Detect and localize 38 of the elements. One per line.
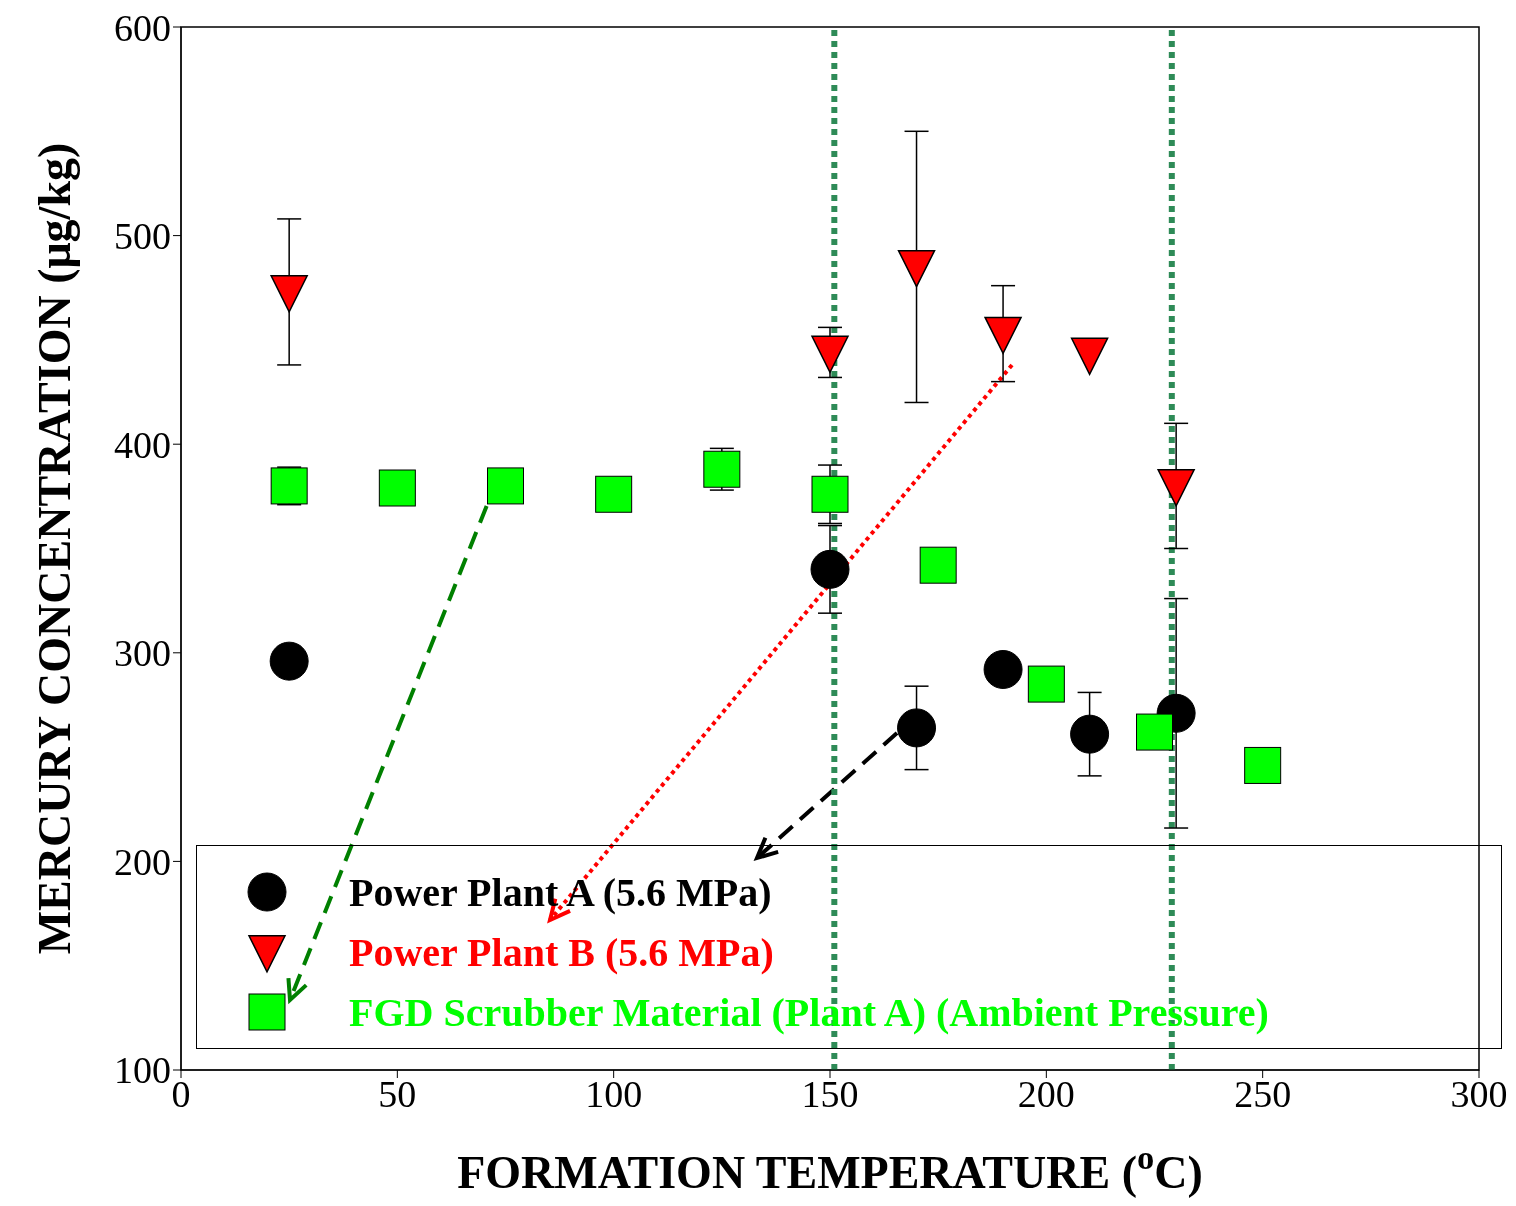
- point: [919, 546, 957, 584]
- legend-label: Power Plant B (5.6 MPa): [349, 928, 774, 976]
- x-tick-label: 100: [585, 1072, 643, 1115]
- point: [1157, 468, 1195, 507]
- text: FGD Scrubber Material (Plant A) (Ambient Pressure): [349, 988, 1269, 1036]
- point: [703, 450, 741, 488]
- y-tick-label: 600: [114, 6, 171, 49]
- y-tick-label: 200: [114, 840, 171, 883]
- y-axis-title: MERCURY CONCENTRATION (μg/kg): [29, 142, 80, 955]
- point: [897, 708, 937, 748]
- point: [1136, 713, 1173, 751]
- x-axis-title: FORMATION TEMPERATURE ($^{o}$C): [457, 1138, 1203, 1198]
- point: [487, 467, 524, 505]
- point: [269, 641, 309, 681]
- y-tick-label: 400: [114, 423, 171, 466]
- x-tick-label: 250: [1234, 1072, 1292, 1115]
- point: [595, 475, 633, 513]
- point: [270, 467, 308, 505]
- point: [811, 475, 849, 513]
- point: [378, 469, 416, 507]
- x-tick-label: 0: [171, 1072, 191, 1115]
- point: [1244, 746, 1282, 784]
- point: [270, 274, 308, 313]
- x-tick-label: 300: [1450, 1072, 1508, 1115]
- point: [984, 316, 1022, 355]
- point: [1070, 337, 1109, 376]
- point: [1070, 714, 1110, 754]
- y-tick-label: 300: [114, 632, 171, 675]
- point: [897, 249, 936, 288]
- point: [811, 335, 849, 373]
- y-tick-label: 500: [114, 215, 171, 258]
- point: [983, 649, 1023, 689]
- x-tick-label: 50: [378, 1072, 417, 1115]
- legend-label: Power Plant A (5.6 MPa): [349, 868, 772, 916]
- x-tick-label: 200: [1017, 1072, 1075, 1115]
- x-tick-label: 150: [801, 1072, 859, 1115]
- point: [810, 549, 850, 589]
- point: [1027, 665, 1065, 703]
